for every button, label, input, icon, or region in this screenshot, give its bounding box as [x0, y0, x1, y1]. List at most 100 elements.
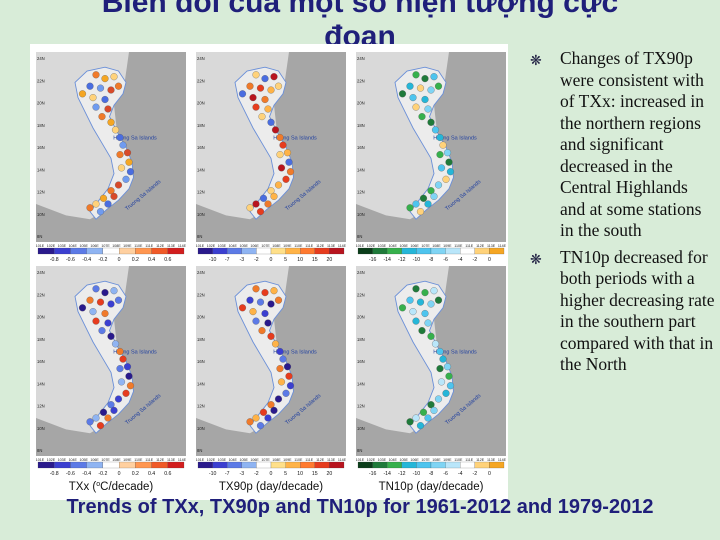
lon-tick-label: 106E	[410, 244, 419, 248]
station-dot	[264, 319, 272, 327]
station-dot	[406, 204, 414, 212]
colorbar: -16 -14 -12 -10 -8 -6 -4 -2 0 TN10p (day/decade)	[357, 461, 505, 493]
station-dot	[126, 168, 135, 176]
station-dot	[421, 75, 429, 83]
station-dot	[110, 287, 118, 295]
station-dot	[246, 418, 254, 426]
lon-tick-label: 112E	[156, 458, 165, 462]
station-dot	[267, 187, 275, 195]
station-dot	[252, 103, 260, 111]
colorbar-segment	[227, 461, 242, 469]
lat-tick-label: 22N	[37, 292, 45, 297]
colorbar-segment	[387, 247, 402, 255]
paracel-islands-label: Hoang Sa Islands	[433, 135, 477, 141]
colorbar-tick-label: -0.2	[98, 257, 107, 263]
station-dot	[256, 84, 265, 92]
colorbar-segment	[387, 461, 402, 469]
lon-tick-label: 102E	[367, 458, 376, 462]
station-dot	[286, 382, 295, 390]
station-dot	[270, 287, 278, 295]
station-dot	[436, 133, 444, 142]
station-dot	[99, 408, 108, 416]
station-dot	[427, 86, 435, 94]
lat-tick-label: 24N	[357, 270, 365, 275]
colorbar-tick-label: -7	[225, 471, 230, 477]
colorbar-tick-label: 0	[118, 471, 121, 477]
lat-tick-label: 22N	[357, 78, 365, 83]
colorbar-segment	[151, 461, 168, 469]
station-dot	[286, 168, 295, 176]
station-dot	[101, 289, 109, 297]
colorbar-tick-label: 0.4	[148, 257, 155, 263]
station-dot	[446, 382, 455, 390]
station-dot	[107, 118, 115, 126]
degree-superscript: o	[96, 481, 100, 488]
lon-tick-label: 111E	[145, 458, 153, 462]
colorbar-tick-label: -4	[458, 471, 463, 477]
station-dot	[277, 164, 286, 172]
lat-tick-label: 12N	[37, 404, 45, 409]
station-dot	[264, 105, 272, 113]
station-dot	[276, 133, 284, 142]
lon-tick-label: 112E	[316, 458, 325, 462]
station-dot	[252, 414, 260, 422]
lon-tick-label: 105E	[399, 458, 408, 462]
station-dot	[92, 317, 100, 325]
station-dot	[96, 298, 105, 306]
colorbar-segment	[86, 461, 103, 469]
station-dot	[419, 194, 428, 202]
colorbar-tick-label: 0	[270, 257, 273, 263]
station-dot	[437, 164, 446, 172]
lon-tick-label: 109E	[443, 458, 452, 462]
station-dot	[267, 300, 275, 308]
station-dot	[427, 187, 435, 195]
lon-tick-label: 107E	[101, 244, 110, 248]
lat-tick-label: 10N	[357, 426, 365, 431]
lat-tick-label: 12N	[197, 190, 205, 195]
lon-tick-label: 107E	[261, 244, 270, 248]
station-dot	[104, 414, 112, 422]
station-dot	[110, 406, 118, 414]
station-dot	[264, 414, 272, 422]
lon-tick-label: 111E	[465, 244, 473, 248]
station-dot	[445, 372, 453, 380]
lat-tick-label: 24N	[37, 270, 45, 275]
station-dot	[252, 285, 260, 293]
colorbar: -16 -14 -12 -10 -8 -6 -4 -2 0	[357, 247, 505, 263]
lon-tick-label: 109E	[123, 244, 132, 248]
colorbar-tick-label: 0	[270, 471, 273, 477]
lon-tick-label: 113E	[487, 458, 496, 462]
lat-tick-label: 14N	[197, 167, 205, 172]
lat-tick-label: 10N	[37, 212, 45, 217]
lon-tick-label: 110E	[294, 458, 303, 462]
station-dot	[274, 395, 283, 403]
colorbar-segment	[329, 247, 345, 255]
station-dot	[114, 82, 123, 90]
colorbar-segment	[285, 247, 301, 255]
colorbar-segment	[489, 461, 505, 469]
bullet-list: ❋ Changes of TX90p were consistent with …	[520, 48, 716, 381]
lon-tick-label: 104E	[69, 244, 78, 248]
lon-tick-label: 113E	[487, 244, 496, 248]
colorbar-segment	[135, 247, 152, 255]
station-dot	[421, 95, 429, 104]
station-dot	[119, 141, 127, 149]
station-dot	[107, 401, 115, 409]
lat-tick-label: 14N	[37, 167, 45, 172]
lon-tick-label: 107E	[101, 458, 110, 462]
colorbar-segment	[460, 461, 475, 469]
lat-tick-label: 24N	[37, 56, 45, 61]
station-dot	[86, 204, 94, 212]
station-dot	[416, 298, 425, 306]
station-dot	[274, 82, 283, 90]
figure-caption: Trends of TXx, TX90p and TN10p for 1961-…	[66, 496, 654, 518]
station-dot	[446, 168, 455, 176]
station-dot	[436, 365, 444, 373]
station-dot	[439, 355, 447, 363]
colorbar-tick-label: 0	[118, 257, 121, 263]
colorbar-segment	[256, 461, 272, 469]
station-dot	[418, 113, 426, 121]
colorbar-title: TX90p (day/decade)	[219, 481, 323, 493]
